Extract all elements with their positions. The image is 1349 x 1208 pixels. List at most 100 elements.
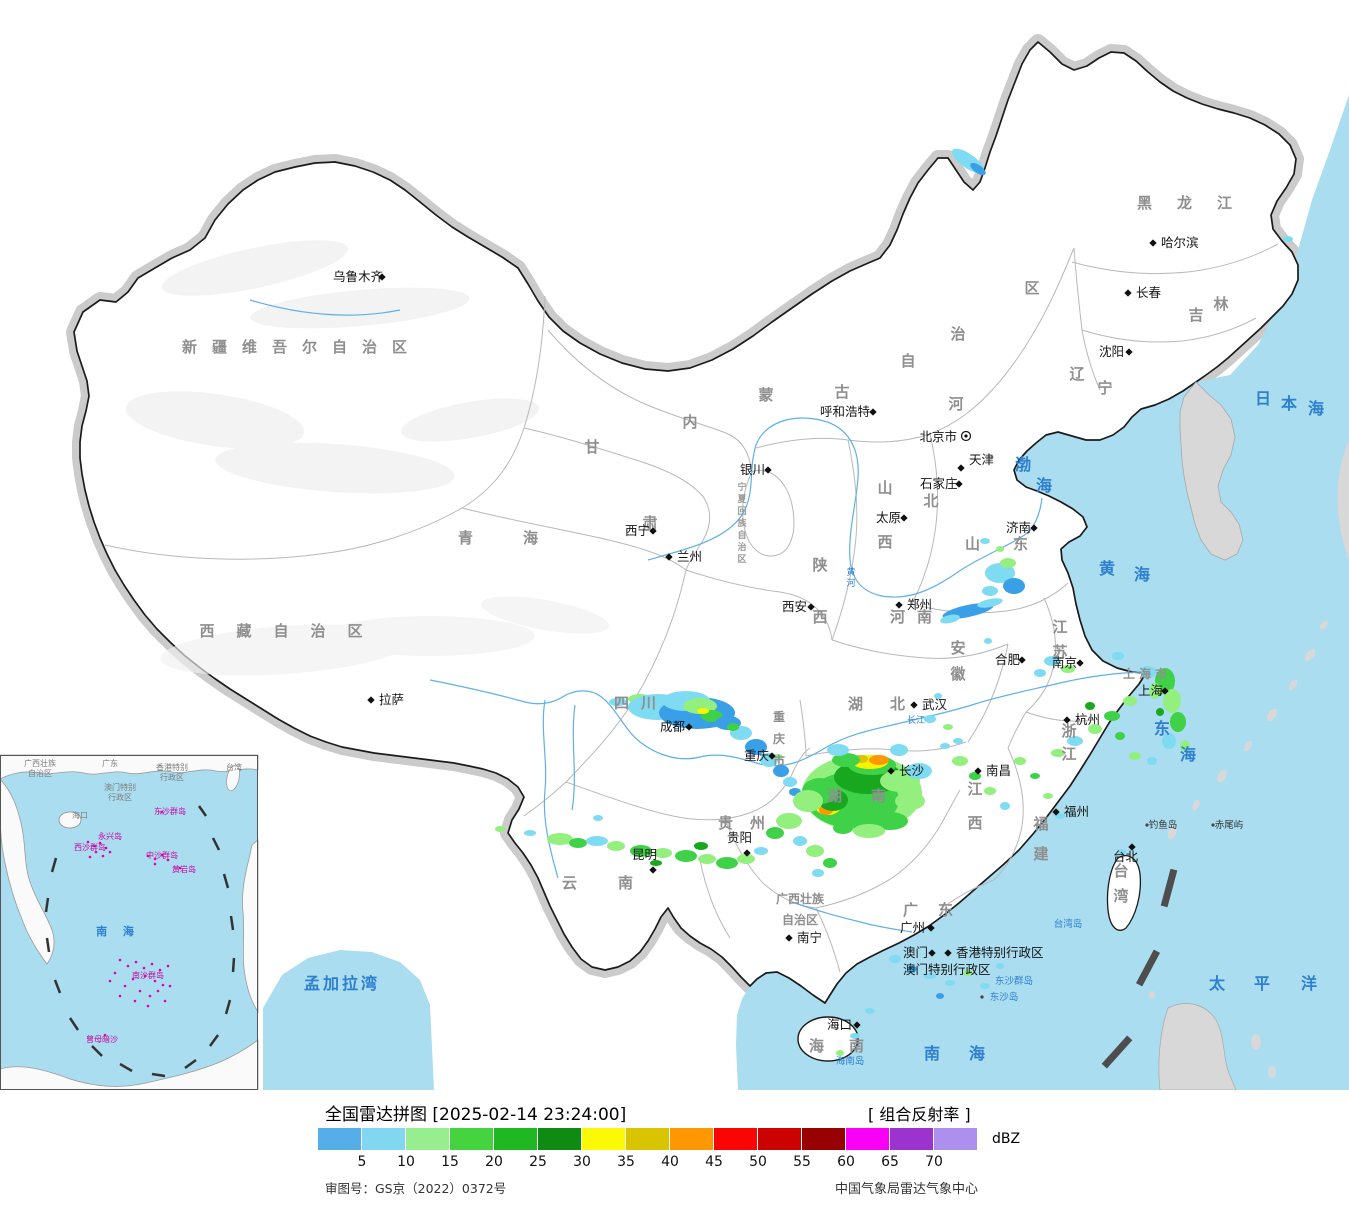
city-marker	[378, 273, 386, 281]
province-label: 安	[950, 639, 965, 657]
city-marker	[807, 603, 815, 611]
radar-echo	[1123, 696, 1137, 706]
province-label: 江	[1052, 618, 1067, 636]
inset-label: 行政区	[108, 792, 132, 802]
city-marker	[1030, 524, 1038, 532]
province-label: 治	[737, 541, 746, 553]
province-label: 浙	[1061, 722, 1076, 740]
radar-echo	[698, 854, 716, 864]
radar-echo	[766, 827, 784, 839]
radar-echo	[970, 162, 986, 176]
province-label: 上海市	[1123, 666, 1171, 681]
province-label: 建	[1033, 845, 1049, 863]
sea-label: 日	[1255, 389, 1271, 408]
japan-coast-strip	[1337, 440, 1349, 560]
island-label: 长江	[907, 714, 925, 726]
radar-echo	[952, 756, 968, 766]
province-label: 甘	[584, 438, 599, 456]
inset-hainan	[58, 811, 82, 829]
city-label: 昆明	[632, 847, 657, 862]
map-title: 全国雷达拼图 [2025-02-14 23:24:00]	[325, 1105, 627, 1125]
dbz-color-cell	[802, 1128, 846, 1150]
radar-echo	[1003, 578, 1025, 594]
province-label: 肃	[642, 514, 657, 532]
province-label: 治	[950, 325, 965, 343]
radar-echo	[980, 983, 990, 989]
city-marker	[1128, 843, 1136, 851]
province-label: 台	[1113, 862, 1128, 880]
luzon-island	[1158, 1003, 1237, 1090]
radar-echo	[1129, 752, 1141, 760]
island-label: 东沙群岛	[995, 975, 1033, 987]
dbz-tick: 10	[397, 1154, 415, 1170]
radar-echo	[940, 614, 960, 624]
city-marker	[649, 866, 657, 874]
city-label: 拉萨	[379, 692, 404, 707]
dbz-tick: 65	[881, 1154, 899, 1170]
sea-label: 海	[1134, 565, 1150, 584]
inset-south-china-coast	[0, 754, 259, 780]
radar-echo	[495, 826, 505, 832]
radar-echo	[1067, 736, 1083, 746]
radar-echo	[1149, 683, 1161, 699]
radar-echo	[1180, 740, 1190, 752]
radar-echo	[1000, 558, 1016, 568]
radar-echo	[936, 993, 944, 999]
province-label: 贵州	[718, 814, 782, 832]
radar-echo	[996, 963, 1004, 969]
city-marker	[1063, 716, 1071, 724]
province-label: 江	[1061, 745, 1076, 763]
city-marker	[785, 934, 793, 942]
radar-echo	[1000, 802, 1010, 810]
credit-label: 中国气象局雷达气象中心	[835, 1182, 979, 1197]
sea-label: 本	[1281, 394, 1297, 413]
sea-label: 海	[969, 1044, 985, 1063]
sea-label: 黄	[1099, 559, 1115, 578]
sea-label: 海	[1308, 399, 1324, 418]
city-marker	[743, 849, 751, 857]
dbz-tick: 60	[837, 1154, 855, 1170]
radar-echo	[869, 755, 889, 765]
radar-echo	[694, 842, 708, 850]
city-label: 乌鲁木齐	[333, 269, 384, 284]
province-label: 西藏自治区	[199, 622, 384, 640]
province-label: 宁	[737, 481, 746, 493]
radar-echo	[1085, 702, 1095, 710]
province-label: 辽	[1069, 365, 1084, 383]
radar-echo	[593, 815, 603, 821]
korea-peninsula	[1179, 381, 1244, 561]
radar-echo	[924, 715, 936, 723]
city-label: 天津	[969, 452, 994, 467]
radar-echo	[940, 743, 950, 749]
city-marker	[887, 767, 895, 775]
radar-echo	[1156, 708, 1164, 716]
city-label: 长春	[1136, 285, 1162, 300]
dbz-tick: 55	[793, 1154, 811, 1170]
province-label: 林	[1213, 295, 1229, 313]
island-dot	[1145, 823, 1149, 827]
inset-island-dots	[86, 810, 182, 1037]
radar-echo	[650, 860, 662, 866]
radar-echo	[1051, 749, 1065, 757]
province-label: 河南	[890, 608, 944, 626]
radar-echo	[823, 858, 837, 868]
dbz-color-cell	[670, 1128, 714, 1150]
ryukyu-islands	[1167, 620, 1328, 840]
radar-echo	[727, 723, 739, 731]
city-label: 成都	[660, 719, 686, 734]
radar-echo	[984, 638, 992, 644]
radar-echo	[754, 847, 768, 855]
province-label: 夏	[736, 494, 747, 505]
dbz-color-cell	[758, 1128, 802, 1150]
south-china-sea-inset	[0, 754, 259, 1090]
radar-echo	[1034, 669, 1046, 677]
island-label: 河	[846, 577, 855, 589]
city-marker	[649, 527, 657, 535]
radar-echo	[865, 1008, 875, 1014]
province-label: 山	[877, 479, 892, 497]
radar-echo	[853, 824, 885, 838]
product-label: [ 组合反射率 ]	[868, 1105, 971, 1124]
radar-echo	[985, 563, 1015, 583]
